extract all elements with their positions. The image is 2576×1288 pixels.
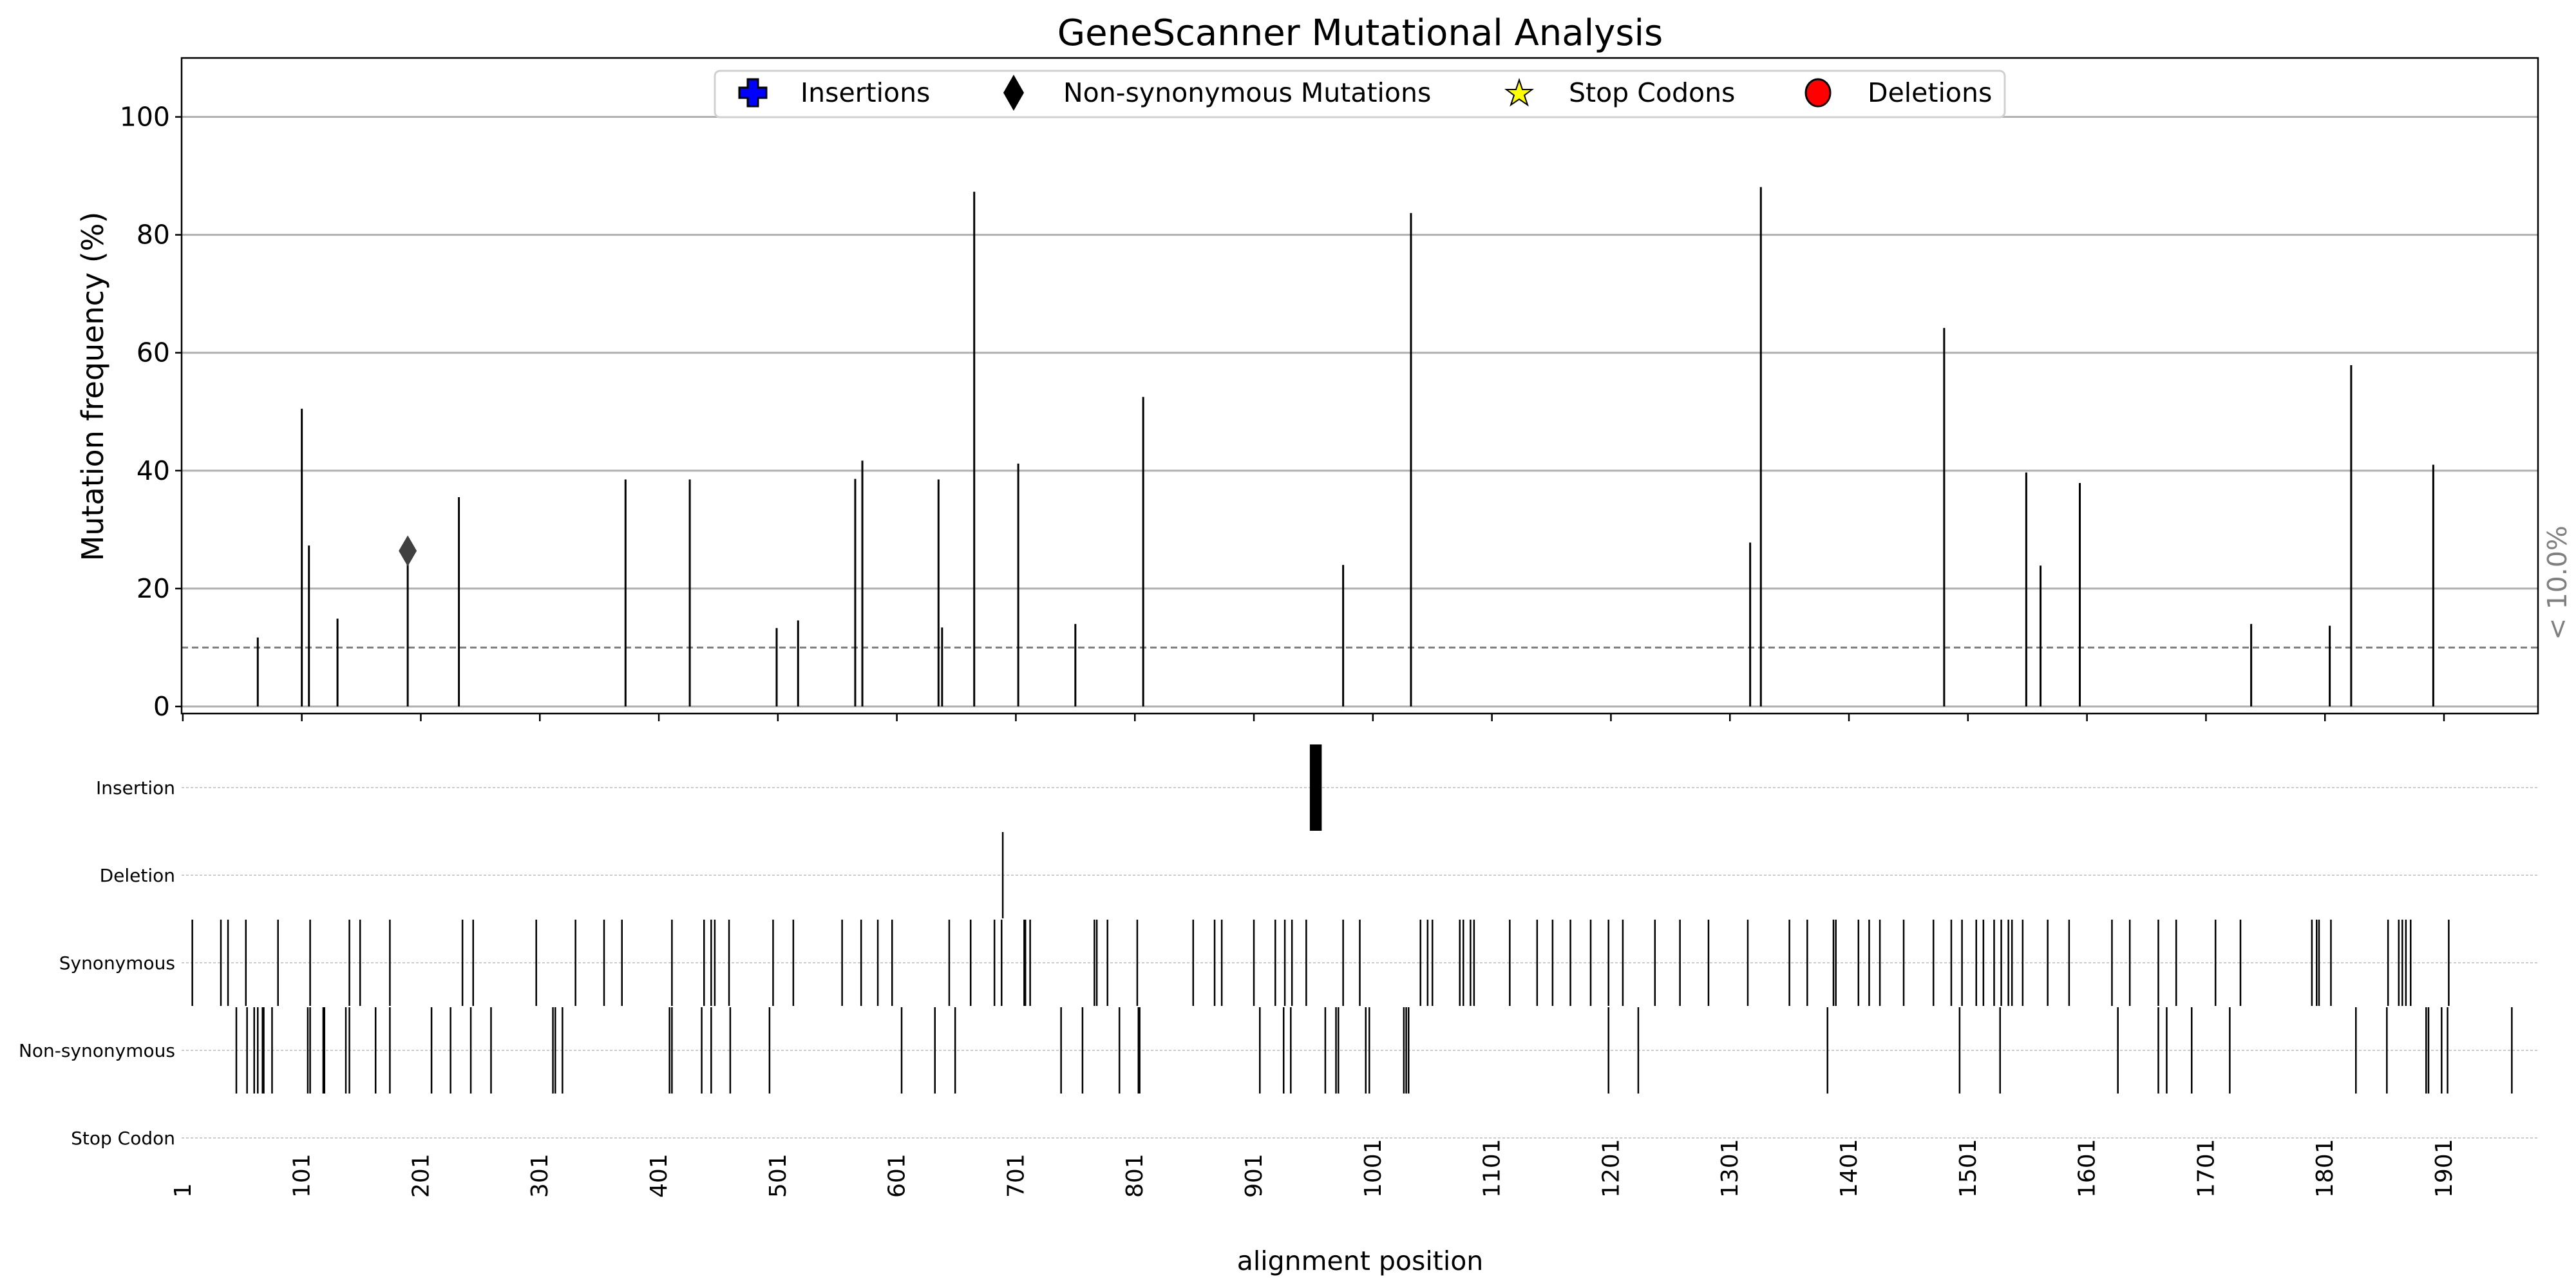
- track-label: Synonymous: [59, 952, 175, 974]
- x-tick-label: 401: [646, 1153, 672, 1198]
- legend: Insertions Non-synonymous Mutations Stop…: [714, 70, 2006, 118]
- upper-x-ticks: [182, 714, 2445, 721]
- frequency-plot: 0 20 40 60 80 100 Mutation frequency (%) < 10…: [75, 57, 2573, 722]
- y-axis-label: Mutation frequency (%): [75, 212, 110, 562]
- x-tick-label: 701: [1003, 1153, 1029, 1198]
- x-tick-label: 1901: [2431, 1139, 2458, 1198]
- x-tick-label: 1201: [1598, 1139, 1624, 1198]
- x-tick-label: 1: [170, 1183, 196, 1198]
- track-labels: Insertion Deletion Synonymous Non-synonymou…: [19, 777, 175, 1149]
- event-tracks: Insertion Deletion Synonymous Non-synonymou…: [19, 744, 2538, 1276]
- y-gridlines: [182, 116, 2538, 708]
- x-tick-label: 101: [289, 1153, 316, 1198]
- legend-label-deletions: Deletions: [1868, 77, 1992, 108]
- chart-title: GeneScanner Mutational Analysis: [1057, 12, 1663, 54]
- track-label: Non-synonymous: [19, 1040, 175, 1061]
- plus-icon: [738, 78, 768, 108]
- track-range-event: [1309, 744, 1322, 831]
- track-label: Deletion: [100, 865, 175, 886]
- legend-box: [714, 70, 2006, 118]
- x-tick-label: 1801: [2312, 1139, 2338, 1198]
- track-label: Insertion: [96, 777, 175, 799]
- x-tick-label: 1501: [1955, 1139, 1982, 1198]
- y-tick-label: 20: [137, 573, 170, 604]
- x-tick-label: 201: [408, 1153, 434, 1198]
- star-icon: [1504, 77, 1534, 107]
- plot-frame: [180, 57, 2539, 715]
- diamond-icon: [1003, 75, 1024, 111]
- mutation-markers: [399, 535, 417, 567]
- x-tick-label: 1401: [1836, 1139, 1862, 1198]
- x-tick-label: 1101: [1479, 1139, 1506, 1198]
- x-tick-label: 601: [884, 1153, 911, 1198]
- x-tick-label: 501: [765, 1153, 791, 1198]
- x-tick-label: 301: [527, 1153, 553, 1198]
- x-axis-label: alignment position: [1237, 1245, 1484, 1276]
- y-axis-ticks: 0 20 40 60 80 100: [120, 102, 182, 722]
- y-tick-label: 40: [137, 455, 170, 486]
- nonsynonymous-marker: [399, 535, 417, 567]
- y-tick-label: 100: [120, 102, 170, 133]
- legend-label-nonsyn: Non-synonymous Mutations: [1063, 77, 1431, 108]
- y-tick-label: 0: [153, 691, 170, 722]
- threshold-label: < 10.0%: [2542, 526, 2573, 640]
- x-tick-labels: 1 101 201 301 401 501 601 701 801 901 1001 1101 1201…: [170, 1139, 2458, 1198]
- frequency-stems: [256, 187, 2434, 707]
- y-tick-label: 60: [137, 337, 170, 368]
- x-tick-label: 1601: [2074, 1139, 2101, 1198]
- legend-label-insertions: Insertions: [800, 77, 930, 108]
- x-tick-label: 1001: [1360, 1139, 1387, 1198]
- x-tick-label: 1301: [1717, 1139, 1743, 1198]
- x-tick-label: 1701: [2193, 1139, 2219, 1198]
- y-tick-label: 80: [137, 220, 170, 251]
- x-tick-label: 801: [1122, 1153, 1148, 1198]
- legend-label-stop: Stop Codons: [1569, 77, 1735, 108]
- track-events: [191, 744, 2513, 1094]
- track-label: Stop Codon: [71, 1128, 175, 1149]
- x-tick-label: 901: [1241, 1153, 1267, 1198]
- circle-icon: [1804, 78, 1832, 108]
